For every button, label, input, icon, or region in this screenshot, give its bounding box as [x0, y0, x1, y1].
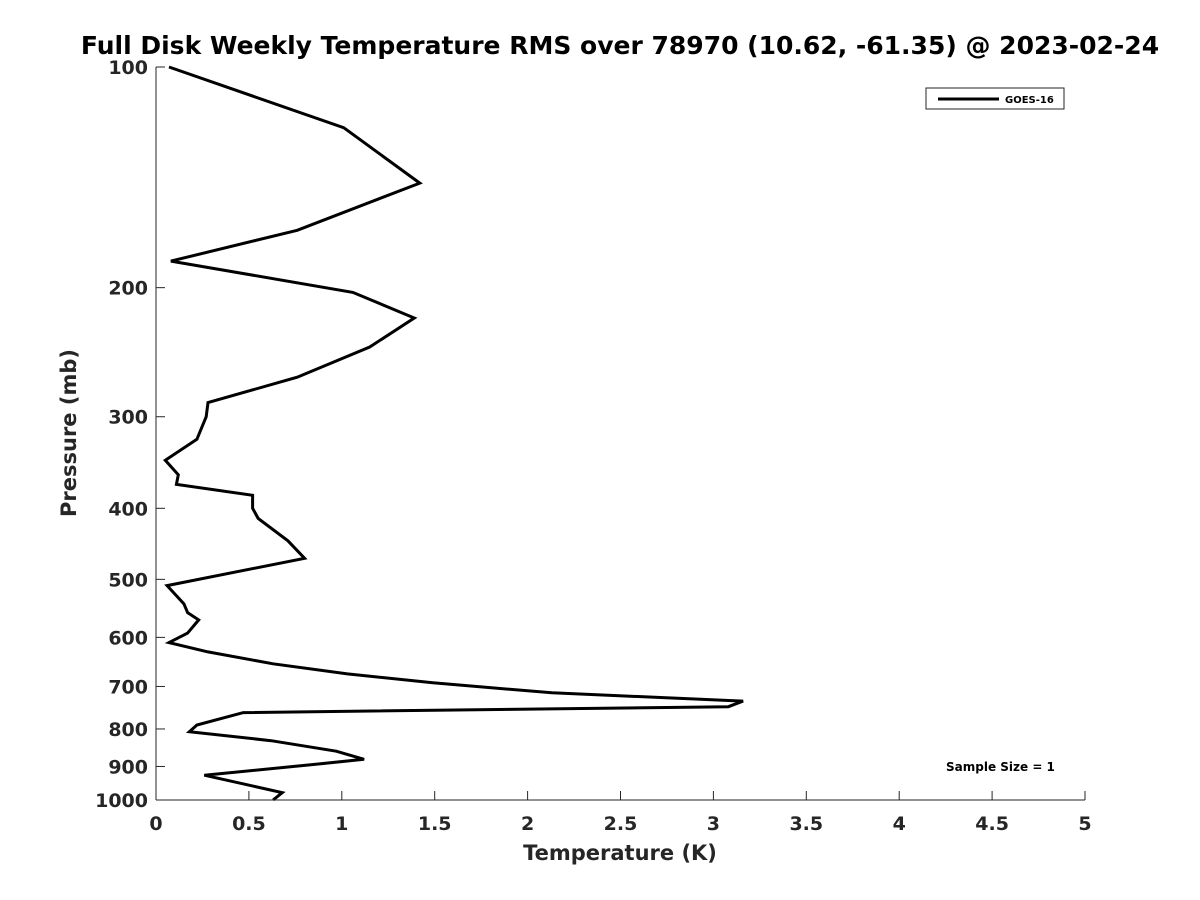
y-tick-label: 600 [108, 627, 148, 649]
x-tick-label: 2 [521, 813, 534, 835]
y-axis-ticks: 100 200 300 400 500 600 700 800 900 1000 [95, 57, 165, 812]
profile-lines [163, 65, 744, 802]
x-tick-label: 1 [335, 813, 348, 835]
y-tick-label: 500 [108, 569, 148, 591]
x-tick-label: 0.5 [232, 813, 266, 835]
legend: GOES-16 [925, 87, 1065, 110]
x-axis-ticks: 0 0.5 1 1.5 2 2.5 3 3.5 4 4.5 5 [149, 791, 1092, 835]
y-tick-label: 800 [108, 719, 148, 741]
x-tick-label: 1.5 [418, 813, 452, 835]
x-tick-label: 5 [1078, 813, 1091, 835]
y-tick-label: 100 [108, 57, 148, 79]
y-tick-label: 900 [108, 756, 148, 778]
x-axis-label: Temperature (K) [523, 841, 717, 865]
y-axis-label: Pressure (mb) [57, 349, 81, 517]
series-line-goes-16 [163, 65, 744, 802]
y-tick-label: 700 [108, 676, 148, 698]
x-tick-label: 4 [893, 813, 906, 835]
legend-label: GOES-16 [1005, 95, 1054, 106]
sample-size-annotation: Sample Size = 1 [946, 760, 1055, 774]
x-tick-label: 2.5 [604, 813, 638, 835]
y-tick-label: 200 [108, 278, 148, 300]
x-tick-label: 3 [707, 813, 720, 835]
x-tick-label: 3.5 [789, 813, 823, 835]
x-tick-label: 0 [149, 813, 162, 835]
chart-title: Full Disk Weekly Temperature RMS over 78… [81, 31, 1159, 60]
plot-area [156, 67, 1085, 800]
x-tick-label: 4.5 [975, 813, 1009, 835]
y-tick-label: 300 [108, 407, 148, 429]
y-tick-label: 1000 [95, 790, 148, 812]
y-tick-label: 400 [108, 498, 148, 520]
